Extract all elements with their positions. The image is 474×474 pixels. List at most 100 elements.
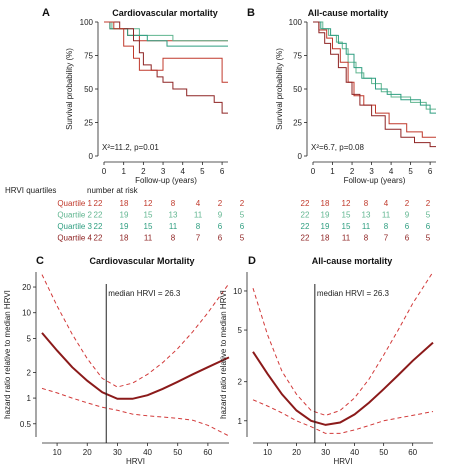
risk-value-a: 6 — [240, 222, 245, 231]
risk-value-b: 6 — [405, 234, 410, 243]
risk-value-b: 11 — [382, 211, 391, 220]
series-d-ci-lower — [252, 399, 434, 434]
risk-value-a: 9 — [218, 211, 223, 220]
risk-value-a: 11 — [194, 211, 203, 220]
x-tick-label-a: 1 — [121, 167, 126, 176]
y-tick-label-b: 25 — [293, 119, 302, 128]
risk-value-b: 22 — [301, 234, 310, 243]
y-tick-label-a: 75 — [84, 52, 93, 61]
x-tick-label-c: 30 — [113, 448, 122, 457]
y-axis-label-c: hazard ratio relative to median HRVI — [3, 290, 12, 419]
x-tick-label-d: 50 — [379, 448, 388, 457]
y-tick-label-a: 0 — [89, 152, 94, 161]
x-tick-label-a: 4 — [181, 167, 186, 176]
risk-value-b: 9 — [405, 211, 410, 220]
risk-value-b: 15 — [342, 222, 351, 231]
series-b-q4 — [313, 21, 436, 148]
x-tick-label-b: 4 — [389, 167, 394, 176]
risk-row-label: Quartile 2 — [57, 211, 92, 220]
x-tick-label-a: 0 — [102, 167, 107, 176]
y-tick-label-d: 5 — [238, 326, 243, 335]
risk-value-b: 7 — [384, 234, 389, 243]
risk-value-a: 8 — [171, 234, 176, 243]
panel-letter-d: D — [248, 255, 256, 267]
risk-value-a: 6 — [218, 222, 223, 231]
x-tick-label-b: 3 — [369, 167, 374, 176]
x-tick-label-c: 40 — [143, 448, 152, 457]
risk-value-a: 8 — [196, 222, 201, 231]
median-label-d: median HRVI = 26.3 — [317, 289, 390, 298]
y-tick-label-c: 1 — [27, 394, 32, 403]
risk-header-left: HRVI quartiles — [5, 186, 56, 195]
x-tick-label-a: 2 — [141, 167, 146, 176]
risk-row-label: Quartile 3 — [57, 222, 92, 231]
risk-value-b: 19 — [321, 211, 330, 220]
risk-value-b: 18 — [321, 199, 330, 208]
risk-value-a: 2 — [218, 199, 223, 208]
risk-value-a: 19 — [120, 222, 129, 231]
median-label-c: median HRVI = 26.3 — [108, 289, 181, 298]
series-c-curve — [41, 332, 230, 400]
x-axis-label-b: Follow-up (years) — [344, 176, 406, 185]
series-b-q3 — [313, 21, 436, 114]
x-tick-label-c: 20 — [83, 448, 92, 457]
risk-value-a: 4 — [196, 199, 201, 208]
x-tick-label-b: 6 — [428, 167, 433, 176]
x-tick-label-b: 5 — [408, 167, 413, 176]
risk-value-a: 22 — [94, 211, 103, 220]
risk-value-b: 22 — [301, 222, 310, 231]
y-tick-label-d: 2 — [238, 378, 243, 387]
y-tick-label-d: 1 — [238, 417, 243, 426]
series-d-curve — [252, 341, 434, 426]
risk-value-b: 8 — [364, 199, 369, 208]
x-axis-label-d: HRVI — [334, 457, 353, 466]
y-tick-label-b: 75 — [293, 52, 302, 61]
risk-value-a: 22 — [94, 222, 103, 231]
y-tick-label-c: 0.5 — [20, 420, 32, 429]
x-tick-label-d: 40 — [350, 448, 359, 457]
x-axis-label-c: HRVI — [126, 457, 145, 466]
annotation-b: X²=6.7, p=0.08 — [311, 143, 364, 152]
risk-value-a: 18 — [120, 234, 129, 243]
risk-value-a: 5 — [240, 234, 245, 243]
risk-value-a: 2 — [240, 199, 245, 208]
panel-title-d: All-cause mortality — [312, 256, 393, 266]
series-a-q1 — [104, 21, 228, 83]
x-tick-label-a: 6 — [220, 167, 225, 176]
risk-value-b: 18 — [321, 234, 330, 243]
y-tick-label-b: 100 — [289, 18, 303, 27]
risk-value-a: 19 — [120, 211, 129, 220]
series-b-q2 — [313, 21, 436, 110]
risk-value-a: 5 — [240, 211, 245, 220]
x-tick-label-c: 60 — [203, 448, 212, 457]
risk-row-label: Quartile 4 — [57, 234, 92, 243]
risk-value-b: 2 — [405, 199, 410, 208]
risk-value-b: 8 — [364, 234, 369, 243]
panel-letter-c: C — [36, 255, 44, 267]
panel-title-c: Cardiovascular Mortality — [89, 256, 194, 266]
risk-value-a: 6 — [218, 234, 223, 243]
series-a-q2 — [104, 21, 228, 42]
y-tick-label-c: 10 — [22, 309, 31, 318]
y-tick-label-c: 20 — [22, 283, 31, 292]
x-tick-label-a: 5 — [200, 167, 205, 176]
risk-value-b: 13 — [362, 211, 371, 220]
y-axis-label-a: Survival probability (%) — [65, 48, 74, 130]
risk-value-a: 15 — [144, 211, 153, 220]
risk-value-b: 8 — [384, 222, 389, 231]
risk-header-right: number at risk — [87, 186, 139, 195]
panel-title-a: Cardiovascular mortality — [112, 8, 218, 18]
panel-letter-b: B — [247, 7, 255, 19]
risk-value-b: 12 — [342, 199, 351, 208]
y-tick-label-c: 5 — [27, 334, 32, 343]
x-axis-label-a: Follow-up (years) — [135, 176, 197, 185]
risk-value-b: 15 — [342, 211, 351, 220]
risk-value-a: 11 — [169, 222, 178, 231]
risk-value-b: 5 — [426, 234, 431, 243]
y-tick-label-a: 25 — [84, 119, 93, 128]
x-tick-label-d: 30 — [321, 448, 330, 457]
y-tick-label-a: 50 — [84, 85, 93, 94]
series-d-ci-upper — [252, 271, 434, 416]
risk-value-b: 4 — [384, 199, 389, 208]
risk-value-b: 22 — [301, 199, 310, 208]
